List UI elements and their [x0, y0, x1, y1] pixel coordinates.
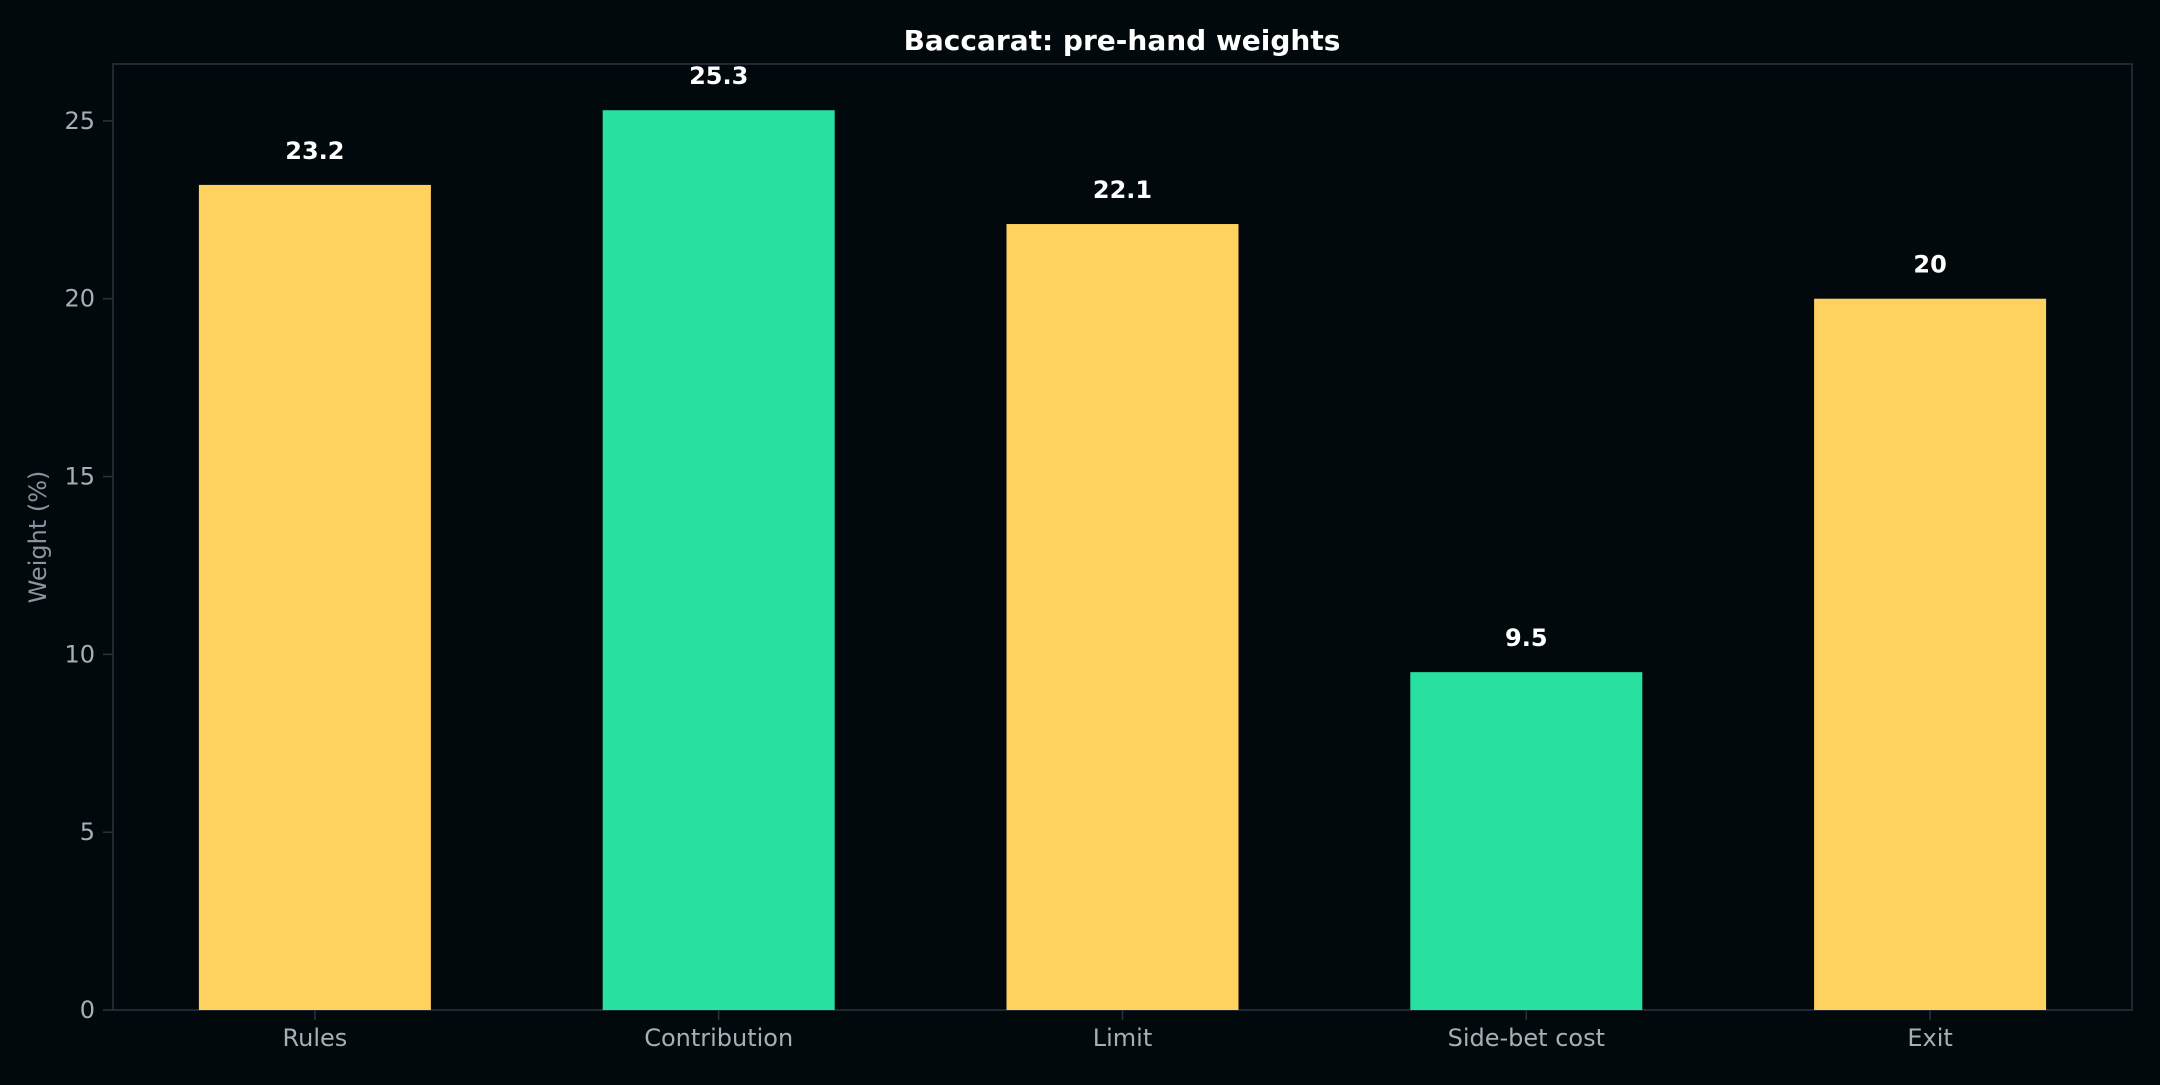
x-tick-label: Exit — [1907, 1024, 1952, 1052]
bar-rules — [198, 184, 431, 1010]
y-axis-label: Weight (%) — [24, 471, 52, 604]
y-tick-label: 0 — [80, 996, 95, 1024]
bar-value-label: 25.3 — [689, 62, 748, 90]
bar-limit — [1006, 224, 1239, 1010]
bar-exit — [1814, 298, 2047, 1010]
bar-value-label: 23.2 — [285, 137, 344, 165]
y-axis: 0 5 10 15 20 25 — [64, 107, 113, 1024]
y-tick-label: 25 — [64, 107, 95, 135]
y-tick-label: 20 — [64, 285, 95, 313]
bar-value-label: 9.5 — [1505, 624, 1548, 652]
bar-series: 23.2 25.3 22.1 9.5 20 — [198, 62, 2047, 1010]
chart-title: Baccarat: pre-hand weights — [904, 24, 1341, 57]
bar-value-label: 20 — [1913, 251, 1946, 279]
x-axis: Rules Contribution Limit Side-bet cost Exit — [283, 1010, 1953, 1052]
y-tick-label: 5 — [80, 818, 95, 846]
x-tick-label: Contribution — [644, 1024, 793, 1052]
x-tick-label: Rules — [283, 1024, 348, 1052]
y-tick-label: 15 — [64, 463, 95, 491]
y-tick-label: 10 — [64, 640, 95, 668]
bar-side-bet-cost — [1410, 672, 1643, 1010]
x-tick-label: Limit — [1093, 1024, 1153, 1052]
bar-contribution — [602, 110, 835, 1010]
x-tick-label: Side-bet cost — [1448, 1024, 1605, 1052]
bar-value-label: 22.1 — [1093, 176, 1152, 204]
